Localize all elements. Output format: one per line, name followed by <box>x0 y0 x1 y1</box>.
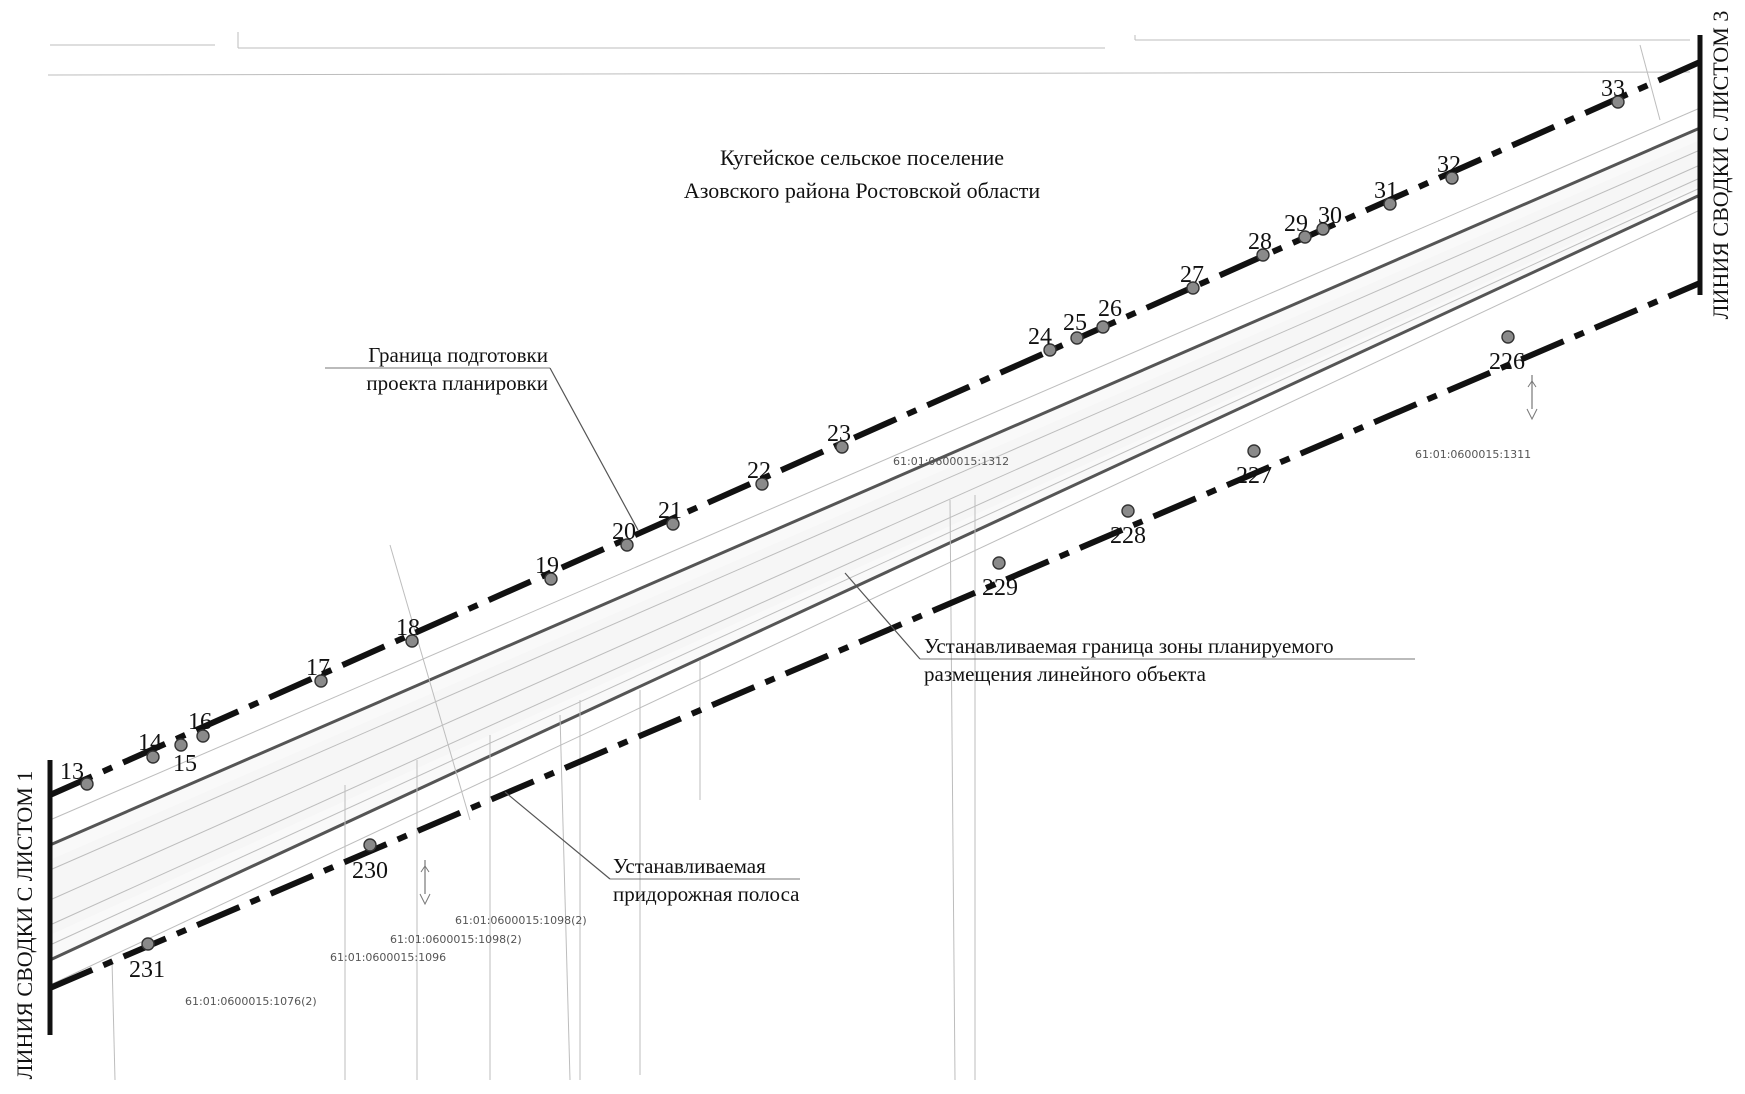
upper-boundary-point-marker <box>1043 343 1057 357</box>
lower-boundary-point-label: 228 <box>1110 523 1146 549</box>
upper-boundary-point-label: 15 <box>173 751 197 777</box>
cadastral-number: 61:01:0600015:1098(2) <box>455 914 587 927</box>
lower-boundary-point-marker <box>1121 504 1135 518</box>
upper-boundary-point-marker <box>1186 281 1200 295</box>
cadastral-number: 61:01:0600015:1076(2) <box>185 995 317 1008</box>
upper-boundary-point-label: 22 <box>747 458 771 484</box>
lower-boundary-point-marker <box>1501 330 1515 344</box>
upper-boundary-point-label: 32 <box>1437 152 1461 178</box>
upper-boundary-point-label: 29 <box>1284 211 1308 237</box>
upper-boundary-point-marker <box>755 477 769 491</box>
upper-boundary-point-label: 16 <box>188 709 212 735</box>
callout-linear-object-zone-line1: Устанавливаемая граница зоны планируемог… <box>924 634 1334 658</box>
upper-boundary-point-label: 28 <box>1248 229 1272 255</box>
lower-boundary-point-label: 231 <box>129 957 165 983</box>
callout-linear-object-zone-line2: размещения линейного объекта <box>924 662 1207 686</box>
cadastral-number: 61:01:0600015:1311 <box>1415 448 1531 461</box>
lower-boundary-point-marker <box>1247 444 1261 458</box>
settlement-title-line2: Азовского района Ростовской области <box>684 178 1041 203</box>
upper-boundary-points: 13 14 15 16 17 18 19 20 21 22 23 24 25 26 27 28 29 30 31 32… <box>60 76 1625 791</box>
upper-boundary-point-label: 33 <box>1601 76 1625 102</box>
match-line-right-label: ЛИНИЯ СВОДКИ С ЛИСТОМ 3 <box>1708 11 1733 320</box>
upper-boundary-point-marker <box>174 738 188 752</box>
upper-boundary-point-marker <box>620 538 634 552</box>
lower-boundary-point-label: 230 <box>352 858 388 884</box>
lower-boundary-point-marker <box>141 937 155 951</box>
upper-boundary-point-label: 23 <box>827 421 851 447</box>
upper-boundary-point-marker <box>1256 248 1270 262</box>
lower-boundary-point-label: 229 <box>982 575 1018 601</box>
lower-planning-boundary <box>48 280 1702 991</box>
upper-boundary-point-label: 14 <box>138 730 162 756</box>
upper-boundary-point-label: 21 <box>658 498 682 524</box>
lower-boundary-point-marker <box>363 838 377 852</box>
upper-planning-boundary <box>48 59 1702 798</box>
upper-boundary-point-marker <box>835 440 849 454</box>
settlement-title-line1: Кугейское сельское поселение <box>720 145 1004 170</box>
upper-boundary-point-marker <box>1383 197 1397 211</box>
lower-boundary-point-label: 227 <box>1236 463 1272 489</box>
cadastral-number: 61:01:0600015:1312 <box>893 455 1009 468</box>
lower-boundary-points: 226 227 228 229 230 231 <box>129 330 1525 983</box>
upper-boundary-point-marker <box>1070 331 1084 345</box>
upper-boundary-point-marker <box>1445 171 1459 185</box>
top-frame-lines <box>47 32 1691 76</box>
upper-boundary-point-marker <box>1316 222 1330 236</box>
upper-boundary-point-marker <box>1096 320 1110 334</box>
match-line-left-label: ЛИНИЯ СВОДКИ С ЛИСТОМ 1 <box>12 771 37 1080</box>
upper-boundary-point-label: 24 <box>1028 324 1052 350</box>
upper-boundary-point-marker <box>146 750 160 764</box>
callout-roadside-strip: Устанавливаемая придорожная полоса <box>504 791 800 906</box>
callout-planning-boundary-line2: проекта планировки <box>366 371 548 395</box>
upper-boundary-point-marker <box>80 777 94 791</box>
lower-boundary-point-marker <box>992 556 1006 570</box>
upper-boundary-point-label: 13 <box>60 759 84 785</box>
cadastral-number: 61:01:0600015:1096 <box>330 951 446 964</box>
upper-boundary-point-label: 19 <box>535 553 559 579</box>
callout-roadside-strip-line1: Устанавливаемая <box>613 854 766 878</box>
cadastral-number: 61:01:0600015:1098(2) <box>390 933 522 946</box>
callout-linear-object-zone: Устанавливаемая граница зоны планируемог… <box>844 572 1415 686</box>
road-corridor <box>49 107 1701 986</box>
arrow-marker-icon <box>1526 375 1538 421</box>
upper-boundary-point-marker <box>196 729 210 743</box>
upper-boundary-point-label: 31 <box>1374 178 1398 204</box>
upper-boundary-point-label: 30 <box>1318 203 1342 229</box>
upper-boundary-point-label: 26 <box>1098 296 1122 322</box>
upper-boundary-point-marker <box>666 517 680 531</box>
lower-boundary-point-label: 226 <box>1489 349 1525 375</box>
upper-boundary-point-marker <box>544 572 558 586</box>
upper-boundary-point-label: 20 <box>612 519 636 545</box>
callout-roadside-strip-line2: придорожная полоса <box>613 882 800 906</box>
callout-planning-boundary-line1: Граница подготовки <box>368 343 548 367</box>
upper-boundary-point-label: 17 <box>306 655 330 681</box>
callout-planning-boundary: Граница подготовки проекта планировки <box>325 343 639 531</box>
upper-boundary-point-marker <box>314 674 328 688</box>
upper-boundary-point-marker <box>405 634 419 648</box>
upper-boundary-point-marker <box>1298 230 1312 244</box>
upper-boundary-point-label: 25 <box>1063 310 1087 336</box>
arrow-marker-icon <box>419 860 431 906</box>
upper-boundary-point-label: 18 <box>396 615 420 641</box>
upper-boundary-point-label: 27 <box>1180 262 1204 288</box>
upper-boundary-point-marker <box>1611 95 1625 109</box>
